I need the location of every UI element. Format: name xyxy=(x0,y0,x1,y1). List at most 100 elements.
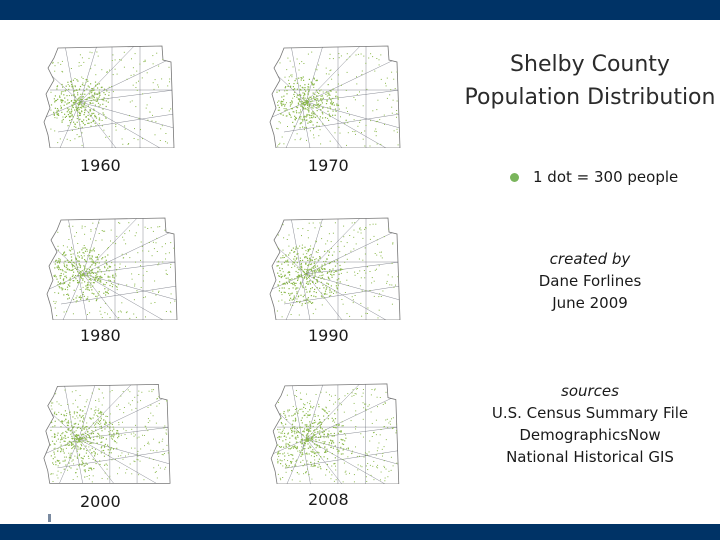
population-dot xyxy=(91,257,93,259)
population-dot xyxy=(90,286,92,288)
population-dot xyxy=(102,257,104,259)
population-dot xyxy=(280,479,282,481)
population-dot xyxy=(54,267,56,269)
population-dot xyxy=(98,123,100,125)
population-dot xyxy=(314,270,316,272)
population-dot xyxy=(372,110,374,112)
population-dot xyxy=(63,253,65,255)
population-dot xyxy=(296,292,298,295)
population-dot xyxy=(304,463,306,465)
population-dot xyxy=(128,402,130,404)
population-dot xyxy=(283,459,285,461)
population-dot xyxy=(75,101,77,103)
population-dot xyxy=(166,433,168,435)
population-dot xyxy=(119,222,121,224)
population-dot xyxy=(110,435,112,437)
population-dot xyxy=(325,406,327,408)
population-dot xyxy=(98,105,100,108)
population-dot xyxy=(313,419,316,421)
population-dot xyxy=(60,404,62,406)
population-dot xyxy=(302,228,304,230)
population-dot xyxy=(115,458,116,460)
population-dot xyxy=(317,249,319,251)
population-dot xyxy=(306,393,308,395)
population-dot xyxy=(278,300,280,302)
population-dot xyxy=(73,463,75,465)
population-dot xyxy=(301,265,303,267)
population-dot xyxy=(326,468,328,471)
population-dot xyxy=(75,297,77,299)
population-dot xyxy=(288,292,290,295)
population-dot xyxy=(318,105,321,107)
population-dot xyxy=(95,84,97,86)
population-dot xyxy=(305,453,307,455)
population-dot xyxy=(116,432,118,434)
population-dot xyxy=(99,275,102,277)
population-dot xyxy=(57,281,59,283)
population-dot xyxy=(95,462,97,465)
author-name: Dane Forlines xyxy=(538,272,642,290)
population-dot xyxy=(313,104,315,106)
population-dot xyxy=(78,440,80,442)
population-dot xyxy=(310,439,312,442)
population-dot xyxy=(281,276,283,278)
population-dot xyxy=(296,88,298,90)
population-dot xyxy=(329,399,331,401)
population-dot xyxy=(78,89,80,91)
population-dot xyxy=(88,96,90,98)
population-dot xyxy=(66,111,68,113)
population-dot xyxy=(148,250,150,252)
population-dot xyxy=(297,436,299,438)
population-dot xyxy=(287,452,289,454)
population-dot xyxy=(309,425,311,427)
population-dot xyxy=(50,104,53,106)
population-dot xyxy=(63,415,65,417)
population-dot xyxy=(117,284,119,286)
population-dot xyxy=(318,103,320,105)
population-dot xyxy=(346,53,348,55)
population-dot xyxy=(77,446,79,448)
population-dot xyxy=(60,439,62,441)
population-dot xyxy=(279,459,281,461)
population-dot xyxy=(321,98,323,100)
population-dot xyxy=(369,464,371,466)
population-dot xyxy=(391,276,393,278)
population-dot xyxy=(303,428,306,430)
population-dot xyxy=(307,237,309,239)
population-dot xyxy=(95,295,97,297)
population-dot xyxy=(307,414,309,416)
population-dot xyxy=(280,257,282,259)
population-dot xyxy=(91,432,93,435)
population-dot xyxy=(152,82,154,84)
population-dot xyxy=(136,458,138,460)
population-dot xyxy=(367,307,369,309)
population-dot xyxy=(377,447,379,449)
population-dot xyxy=(108,433,110,436)
population-dot xyxy=(97,422,99,425)
population-dot xyxy=(114,273,117,275)
population-dot xyxy=(92,285,94,287)
population-dot xyxy=(68,239,70,240)
population-dot xyxy=(115,243,117,245)
population-dot xyxy=(302,270,304,272)
population-dot xyxy=(305,102,308,104)
population-dot xyxy=(284,76,286,78)
population-dot xyxy=(320,423,322,426)
population-dot xyxy=(396,430,398,432)
population-dot xyxy=(335,270,337,272)
population-dot xyxy=(279,477,281,479)
population-dot xyxy=(89,249,91,251)
road-network xyxy=(271,383,399,484)
population-dot xyxy=(336,105,338,107)
population-dot xyxy=(56,86,58,88)
population-dot xyxy=(87,85,89,87)
population-dot xyxy=(347,285,349,286)
population-dot xyxy=(75,422,77,425)
population-dot xyxy=(286,115,288,117)
population-dot xyxy=(87,314,88,315)
population-dot xyxy=(375,419,377,421)
population-dot xyxy=(365,272,367,274)
population-dot xyxy=(297,431,299,433)
population-dot xyxy=(95,400,97,402)
population-dot xyxy=(379,397,381,399)
